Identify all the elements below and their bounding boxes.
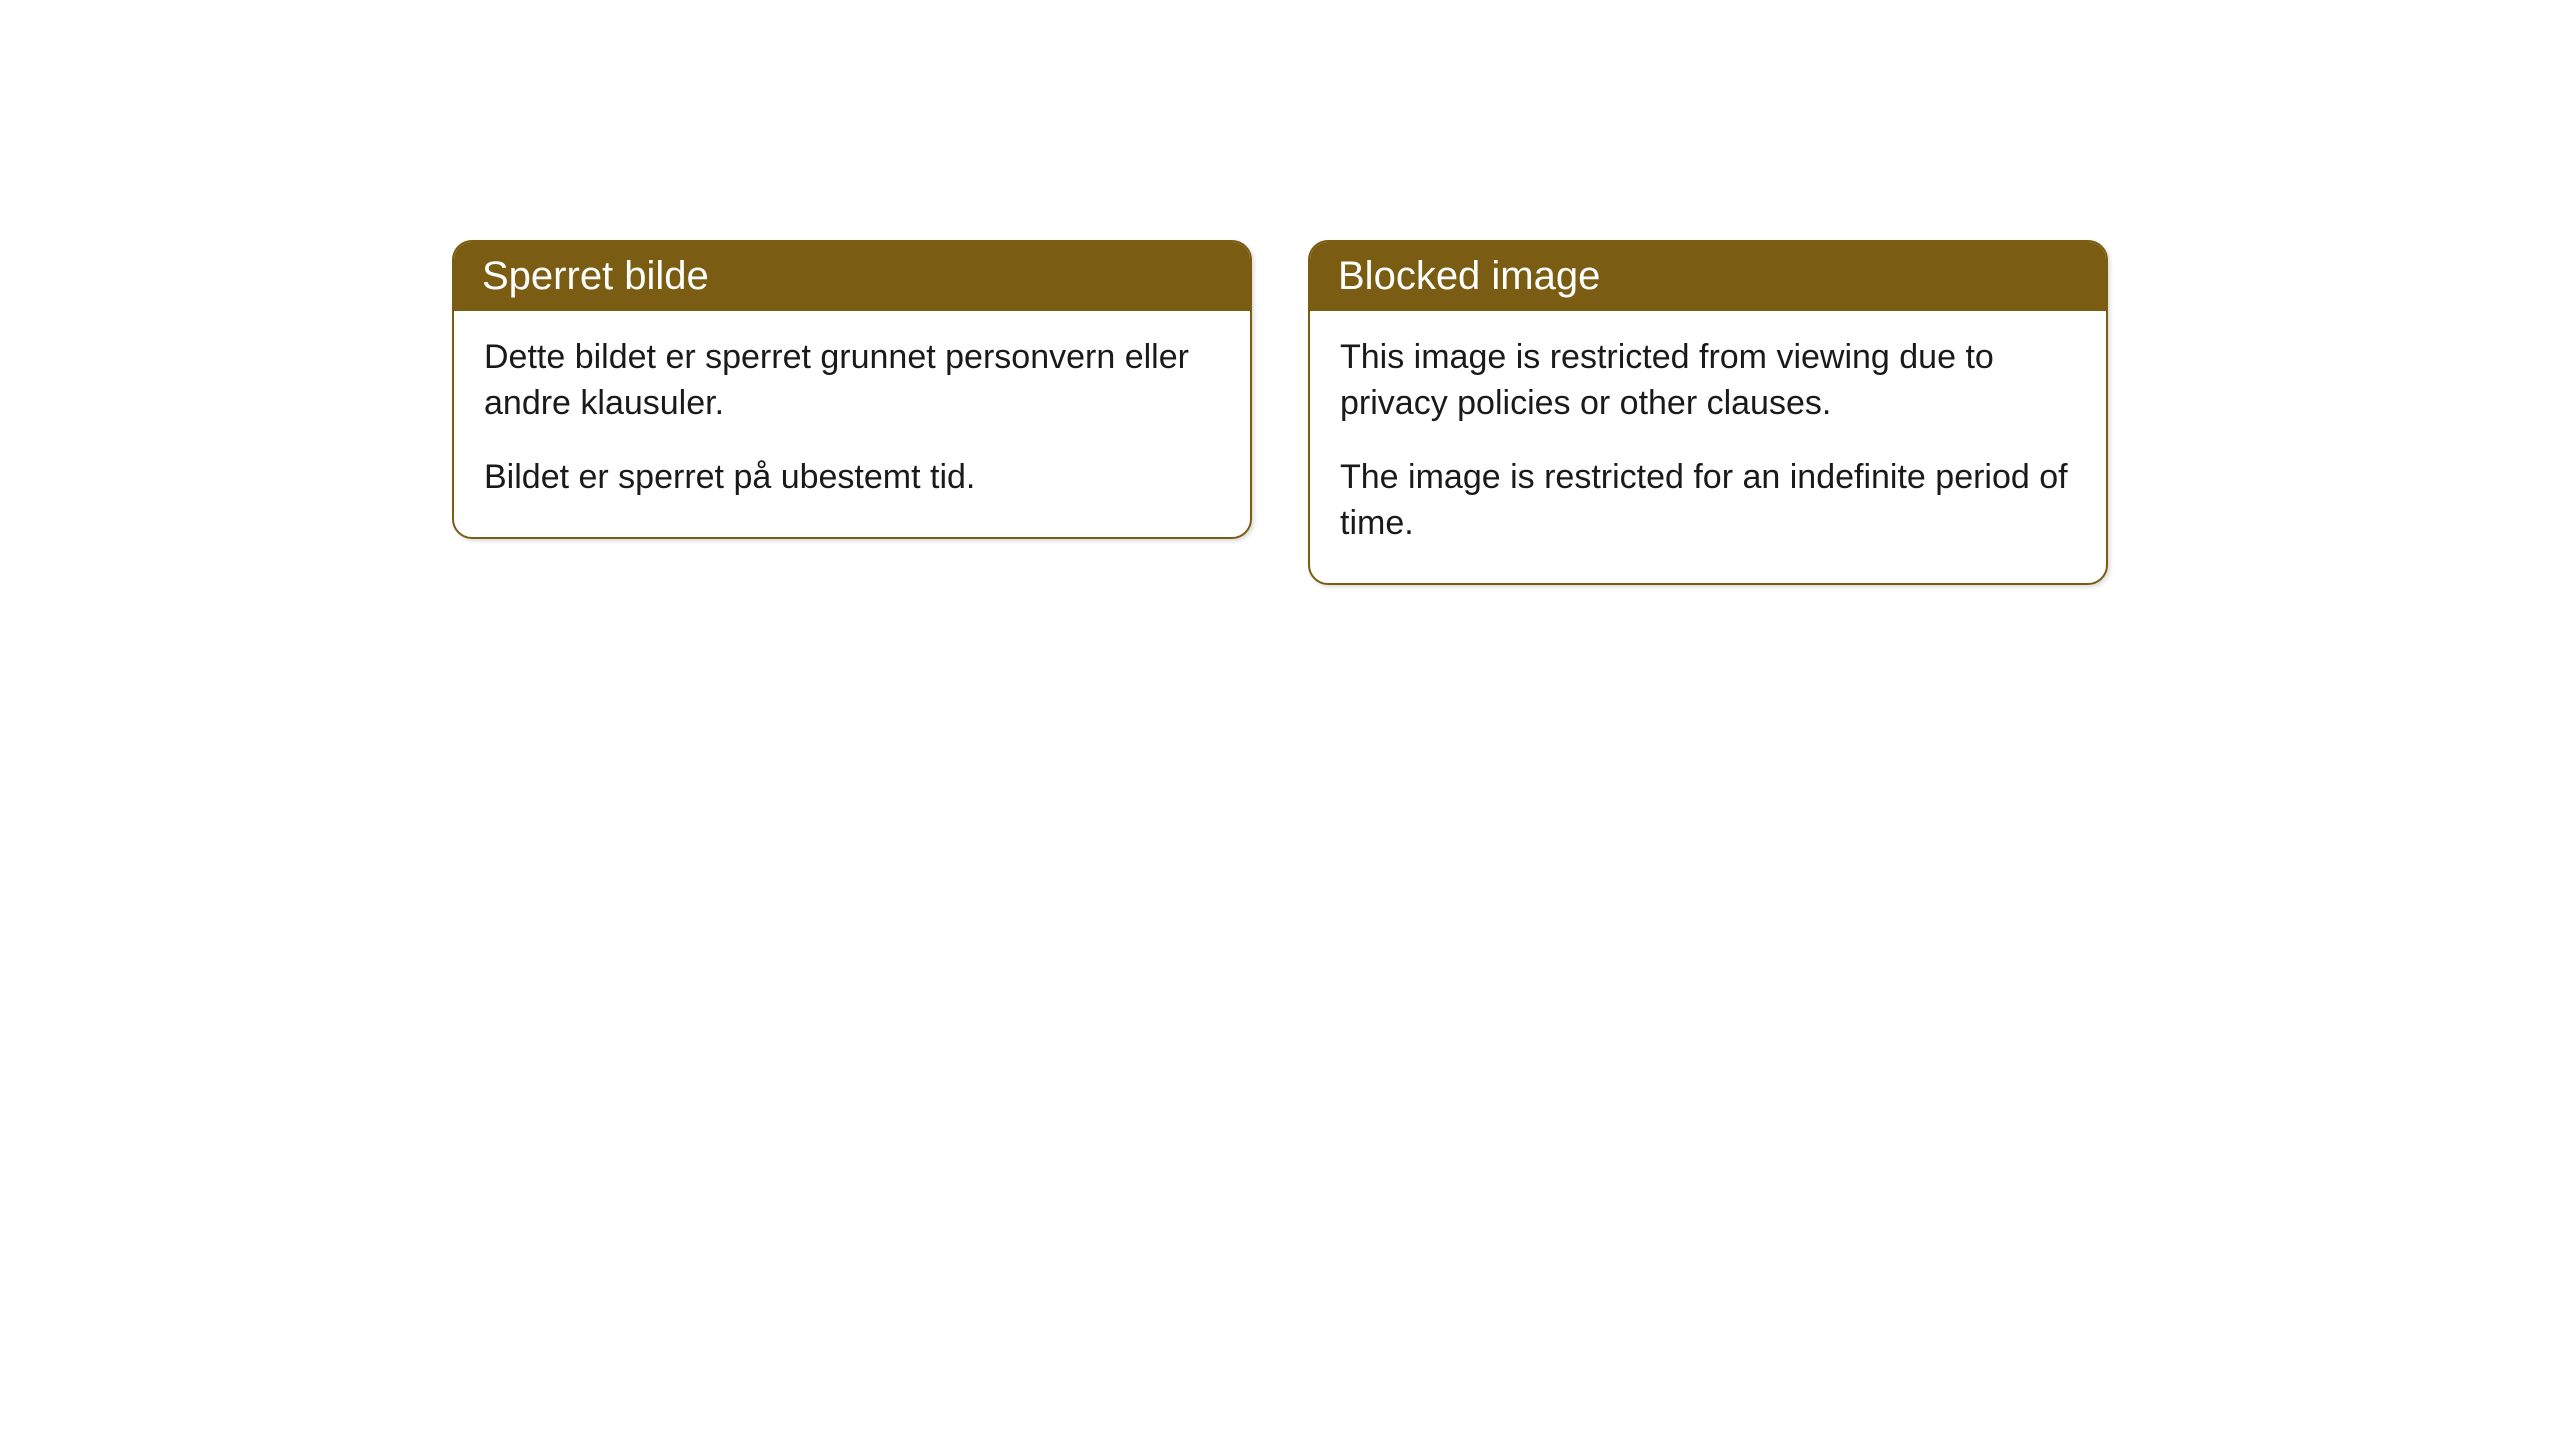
notice-card-english: Blocked image This image is restricted f… <box>1308 240 2108 585</box>
notice-card-norwegian: Sperret bilde Dette bildet er sperret gr… <box>452 240 1252 539</box>
card-paragraph: Dette bildet er sperret grunnet personve… <box>484 335 1220 427</box>
notice-container: Sperret bilde Dette bildet er sperret gr… <box>452 240 2108 1440</box>
card-header: Blocked image <box>1310 242 2106 311</box>
card-paragraph: This image is restricted from viewing du… <box>1340 335 2076 427</box>
card-paragraph: The image is restricted for an indefinit… <box>1340 455 2076 547</box>
card-title: Sperret bilde <box>482 254 709 298</box>
card-paragraph: Bildet er sperret på ubestemt tid. <box>484 455 1220 501</box>
card-body: Dette bildet er sperret grunnet personve… <box>454 311 1250 537</box>
card-header: Sperret bilde <box>454 242 1250 311</box>
card-body: This image is restricted from viewing du… <box>1310 311 2106 583</box>
card-title: Blocked image <box>1338 254 1600 298</box>
